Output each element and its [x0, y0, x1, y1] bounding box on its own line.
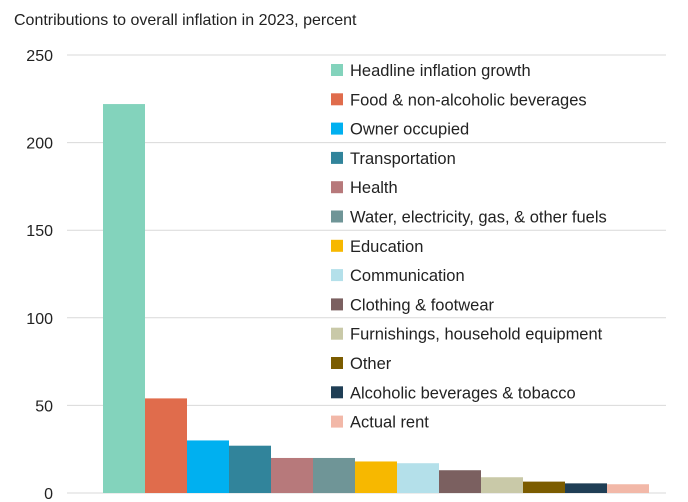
legend-item: Education	[331, 238, 423, 256]
y-axis: 0 50 100 150 200 250	[26, 48, 53, 502]
legend-label: Alcoholic beverages & tobacco	[350, 384, 576, 402]
y-tick-label: 100	[26, 311, 53, 328]
legend-label: Furnishings, household equipment	[350, 326, 603, 344]
y-tick-label: 200	[26, 136, 53, 153]
legend-swatch	[331, 64, 343, 76]
bar	[145, 398, 187, 493]
bar	[397, 463, 439, 493]
legend-label: Headline inflation growth	[350, 62, 531, 80]
legend-swatch	[331, 357, 343, 369]
bar	[523, 481, 565, 493]
legend-item: Water, electricity, gas, & other fuels	[331, 209, 607, 227]
legend-item: Clothing & footwear	[331, 296, 495, 314]
bar	[607, 484, 649, 493]
legend-label: Food & non-alcoholic beverages	[350, 91, 587, 109]
legend-label: Transportation	[350, 150, 456, 168]
legend-swatch	[331, 93, 343, 106]
legend-item: Communication	[331, 267, 465, 285]
bar	[271, 457, 313, 493]
legend-swatch	[331, 181, 343, 194]
legend-item: Transportation	[331, 150, 456, 168]
y-tick-label: 250	[26, 48, 53, 65]
bars	[103, 104, 649, 493]
legend-swatch	[331, 298, 343, 311]
bar	[103, 104, 145, 493]
legend-swatch	[331, 122, 343, 135]
legend-label: Health	[350, 179, 398, 197]
legend-label: Other	[350, 355, 392, 373]
legend-swatch	[331, 269, 343, 282]
legend-item: Other	[331, 355, 392, 373]
y-tick-label: 150	[26, 223, 53, 240]
legend-swatch	[331, 151, 343, 164]
bar	[439, 470, 481, 493]
legend-label: Owner occupied	[350, 121, 469, 139]
legend-swatch	[331, 327, 343, 340]
bar	[355, 461, 397, 493]
legend-item: Food & non-alcoholic beverages	[331, 91, 587, 109]
legend-swatch	[331, 415, 343, 428]
legend-label: Water, electricity, gas, & other fuels	[350, 209, 607, 227]
legend-item: Actual rent	[331, 414, 429, 432]
chart-title: Contributions to overall inflation in 20…	[14, 12, 357, 29]
legend-label: Clothing & footwear	[350, 296, 495, 314]
bar	[187, 440, 229, 493]
legend-item: Owner occupied	[331, 121, 469, 139]
legend-swatch	[331, 386, 343, 399]
legend-item: Furnishings, household equipment	[331, 326, 603, 344]
legend-item: Alcoholic beverages & tobacco	[331, 384, 576, 402]
legend-swatch	[331, 239, 343, 252]
y-tick-label: 0	[44, 486, 53, 502]
legend-item: Health	[331, 179, 398, 197]
legend-label: Actual rent	[350, 414, 429, 432]
bar	[313, 457, 355, 493]
bar	[481, 477, 523, 493]
y-tick-label: 50	[35, 398, 53, 415]
bar	[565, 483, 607, 493]
legend: Headline inflation growth Food & non-alco…	[331, 62, 607, 432]
bar	[229, 445, 271, 493]
legend-label: Education	[350, 238, 423, 256]
legend-item: Headline inflation growth	[331, 62, 531, 80]
legend-swatch	[331, 210, 343, 223]
legend-label: Communication	[350, 267, 465, 285]
